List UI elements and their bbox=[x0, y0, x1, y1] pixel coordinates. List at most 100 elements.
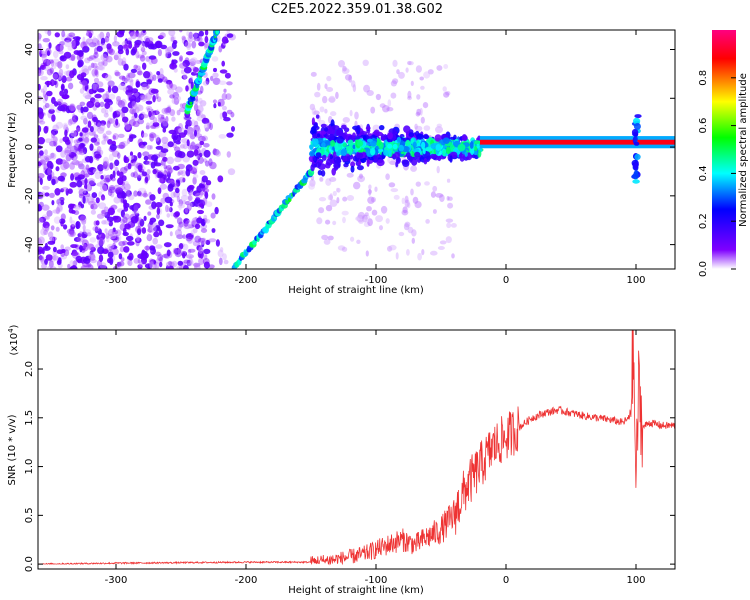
spectrogram-noise-cell bbox=[140, 47, 146, 52]
spectrogram-noise-cell bbox=[127, 72, 136, 79]
spectrogram-noise-cell bbox=[38, 217, 44, 224]
spectrogram-noise-cell bbox=[199, 100, 207, 107]
spectrogram-noise-cell bbox=[192, 67, 199, 73]
spectrogram-noise-cell bbox=[185, 235, 193, 242]
spectrogram-noise-cell bbox=[138, 187, 147, 193]
spectrogram-noise-cell bbox=[102, 160, 110, 167]
spectrogram-noise-cell bbox=[79, 244, 83, 253]
spectrogram-noise-cell bbox=[392, 59, 398, 67]
spectrogram-noise-cell bbox=[217, 249, 224, 258]
spectrogram-noise-cell bbox=[69, 260, 74, 267]
spectrogram-noise-cell bbox=[38, 83, 41, 91]
spectrogram-noise-cell bbox=[89, 253, 96, 261]
x-tick-label: -100 bbox=[365, 275, 388, 286]
spectrogram-noise-cell bbox=[123, 63, 129, 71]
spectrogram-noise-cell bbox=[87, 243, 95, 251]
spectrogram-noise-cell bbox=[112, 227, 116, 233]
spectrogram-noise-cell bbox=[363, 84, 371, 93]
spectrogram-noise-cell bbox=[114, 166, 118, 172]
spectrogram-noise-cell bbox=[134, 212, 140, 217]
spectrogram-noise-cell bbox=[176, 134, 182, 142]
spectrogram-noise-cell bbox=[217, 175, 224, 183]
spectrogram-noise-cell bbox=[330, 111, 337, 117]
spectrogram-noise-cell bbox=[367, 196, 375, 204]
spectrogram-noise-cell bbox=[196, 245, 202, 251]
spectrogram-noise-cell bbox=[52, 136, 58, 143]
spectrogram-noise-cell bbox=[422, 102, 429, 109]
spectrogram-noise-cell bbox=[69, 228, 75, 237]
spectrogram-signal-cell bbox=[412, 148, 420, 153]
spectrogram-noise-cell bbox=[97, 228, 102, 235]
spectrogram-noise-cell bbox=[55, 145, 63, 153]
spectrogram-noise-cell bbox=[203, 122, 210, 131]
spectrogram-noise-cell bbox=[166, 79, 172, 85]
spectrogram-signal-cell bbox=[473, 150, 478, 156]
spectrogram-noise-cell bbox=[119, 185, 126, 191]
spectrogram-noise-cell bbox=[167, 265, 174, 269]
spectrogram-noise-cell bbox=[186, 126, 194, 135]
spectrogram-noise-cell bbox=[68, 32, 76, 37]
spectrogram-noise-cell bbox=[212, 72, 219, 78]
spectrogram-signal-cell bbox=[313, 138, 319, 146]
spectrogram-noise-cell bbox=[46, 90, 53, 97]
spectrogram-noise-cell bbox=[110, 236, 119, 241]
spectrogram-noise-cell bbox=[128, 252, 134, 261]
spectrogram-noise-cell bbox=[445, 91, 451, 96]
spectrogram-noise-cell bbox=[92, 116, 98, 123]
spectrogram-noise-cell bbox=[332, 190, 337, 197]
spectrogram-noise-cell bbox=[137, 264, 143, 269]
spectrogram-noise-cell bbox=[371, 196, 376, 203]
spectrogram-noise-cell bbox=[95, 197, 100, 204]
spectrogram-noise-cell bbox=[137, 164, 143, 172]
spectrogram-noise-cell bbox=[64, 37, 72, 43]
spectrogram-noise-cell bbox=[185, 168, 191, 177]
spectrogram-noise-cell bbox=[39, 216, 47, 223]
spectrogram-noise-cell bbox=[73, 210, 80, 216]
spectrogram-noise-cell bbox=[154, 262, 160, 269]
spectrogram-noise-cell bbox=[322, 95, 328, 104]
spectrogram-noise-cell bbox=[44, 242, 48, 250]
spectrogram-noise-cell bbox=[106, 43, 112, 50]
spectrogram-noise-cell bbox=[118, 253, 123, 260]
spectrogram-noise-cell bbox=[364, 212, 369, 217]
spectrogram-signal-cell bbox=[310, 164, 315, 172]
spectrogram-noise-cell bbox=[60, 188, 64, 193]
spectrogram-noise-cell bbox=[129, 134, 137, 139]
spectrogram-noise-cell bbox=[160, 197, 166, 204]
spectrogram-noise-cell bbox=[43, 229, 48, 235]
spectrogram-noise-cell bbox=[309, 179, 316, 187]
spectrogram-noise-cell bbox=[150, 88, 159, 94]
spectrogram-noise-cell bbox=[56, 199, 61, 205]
spectrogram-noise-cell bbox=[46, 59, 50, 67]
spectrogram-noise-cell bbox=[155, 251, 161, 257]
spectrogram-noise-cell bbox=[177, 260, 184, 266]
y-tick-label: 0 bbox=[24, 144, 35, 150]
spectrogram-noise-cell bbox=[141, 227, 147, 234]
spectrogram-noise-cell bbox=[88, 65, 92, 71]
spectrogram-noise-cell bbox=[193, 199, 201, 207]
spectrogram-noise-cell bbox=[226, 33, 234, 38]
spectrogram-noise-cell bbox=[202, 252, 208, 260]
spectrogram-noise-cell bbox=[82, 167, 89, 173]
spectrogram-noise-cell bbox=[98, 64, 106, 71]
spectrogram-noise-cell bbox=[89, 182, 96, 187]
spectrogram-noise-cell bbox=[51, 96, 56, 105]
spectrogram-signal-cell bbox=[442, 137, 450, 144]
spectrogram-noise-cell bbox=[203, 191, 208, 197]
spectrogram-noise-cell bbox=[167, 179, 175, 185]
spectrogram-noise-cell bbox=[125, 89, 133, 96]
spectrogram-noise-cell bbox=[81, 233, 87, 239]
spectrogram-noise-cell bbox=[177, 170, 184, 176]
spectrogram-noise-cell bbox=[136, 68, 142, 75]
spectrogram-noise-cell bbox=[407, 60, 412, 66]
spectrogram-noise-cell bbox=[180, 194, 189, 201]
spectrogram-noise-cell bbox=[39, 120, 46, 125]
spectrogram-noise-cell bbox=[325, 204, 333, 212]
spectrogram-noise-cell bbox=[88, 88, 95, 95]
spectrogram-signal-cell bbox=[348, 148, 353, 156]
spectrogram-noise-cell bbox=[95, 69, 99, 78]
spectrogram-noise-cell bbox=[160, 120, 169, 129]
spectrogram-noise-cell bbox=[189, 131, 194, 137]
spectrogram-noise-cell bbox=[199, 250, 204, 259]
spectrogram-noise-cell bbox=[90, 203, 98, 210]
